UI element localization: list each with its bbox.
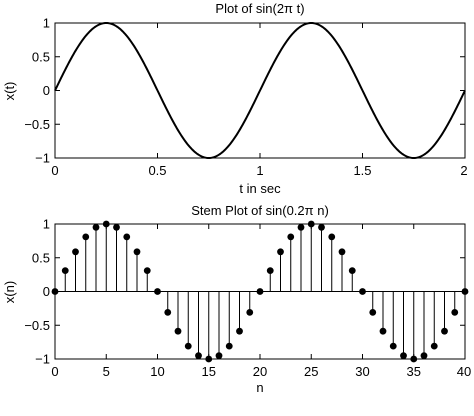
tick-labels: 0 0.5 1 1.5 2 −1 −0.5 0 0.5 1 [24,16,467,179]
stem-marker [389,342,397,350]
sine-line-chart: Plot of sin(2π t) x(t) t in sec 0 0.5 1 1.5… [2,1,468,196]
stem-marker [379,327,387,335]
x-tick-label: 1.5 [353,163,371,178]
stem-marker [338,248,346,256]
x-tick-label: 2 [460,163,467,178]
stem-marker [113,223,120,231]
plot-frame [54,22,466,159]
x-tick-label: 0 [51,364,58,379]
stem-marker [277,248,284,256]
x-tick-label: 40 [457,364,471,379]
y-tick-label: 0 [43,284,50,299]
x-tick-label: 15 [202,364,216,379]
stem-marker [164,308,172,316]
stem-marker [92,223,100,231]
stem-marker [318,223,325,231]
y-tick-label: 0 [43,83,50,98]
sine-stem-chart: Stem Plot of sin(0.2π n) x(n) n 0 5 10 15 20… [2,203,471,395]
stem-marker [195,352,202,360]
x-axis-label: t in sec [239,181,281,196]
stem-marker [82,233,90,241]
y-tick-label: 1 [43,16,50,31]
x-tick-label: 10 [150,364,164,379]
stem-marker [297,223,305,231]
stem-marker [256,288,264,295]
stem-marker [348,267,356,275]
x-tick-label: 0 [51,163,58,178]
series-layer [51,220,469,363]
tick-labels: 0 5 10 15 20 25 30 35 40 −1 −0.5 0 0.5 1 [24,217,471,380]
y-tick-label: −0.5 [24,318,50,333]
stem-marker [420,352,428,360]
x-tick-label: 20 [253,364,267,379]
x-tick-label: 25 [304,364,318,379]
y-tick-label: 0.5 [32,49,50,64]
stem-marker [143,267,151,275]
chart-title: Plot of sin(2π t) [215,1,304,16]
stem-marker [72,248,79,256]
x-tick-label: 30 [355,364,369,379]
stem-marker [328,233,336,241]
stem-marker [123,233,131,241]
x-tick-label: 5 [103,364,110,379]
y-tick-label: 1 [43,217,50,232]
stem-marker [154,288,161,295]
x-axis-label: n [256,380,263,395]
stem-marker [359,288,366,295]
y-axis-label: x(t) [2,82,17,101]
stem-marker [61,267,69,275]
stem-marker [369,308,377,316]
x-tick-label: 1 [256,163,263,178]
x-tick-label: 35 [407,364,421,379]
stem-marker [451,308,459,316]
y-tick-label: −1 [35,151,50,166]
stem-marker [246,308,254,316]
stem-marker [133,248,141,256]
stem-marker [441,327,448,335]
stem-marker [184,342,192,350]
x-tick-label: 0.5 [148,163,166,178]
chart-title: Stem Plot of sin(0.2π n) [191,203,329,218]
y-tick-label: −0.5 [24,117,50,132]
plot-frame [54,223,466,360]
stem-marker [215,352,223,360]
stem-marker [174,327,182,335]
stem-marker [430,342,438,350]
y-tick-label: −1 [35,352,50,367]
stem-marker [236,327,243,335]
series-line [54,21,466,160]
stem-marker [287,233,295,241]
y-tick-label: 0.5 [32,250,50,265]
stem-marker [225,342,233,350]
y-axis-label: x(n) [2,281,17,303]
stem-marker [400,352,407,360]
series-layer [54,21,466,160]
stem-marker [266,267,274,275]
